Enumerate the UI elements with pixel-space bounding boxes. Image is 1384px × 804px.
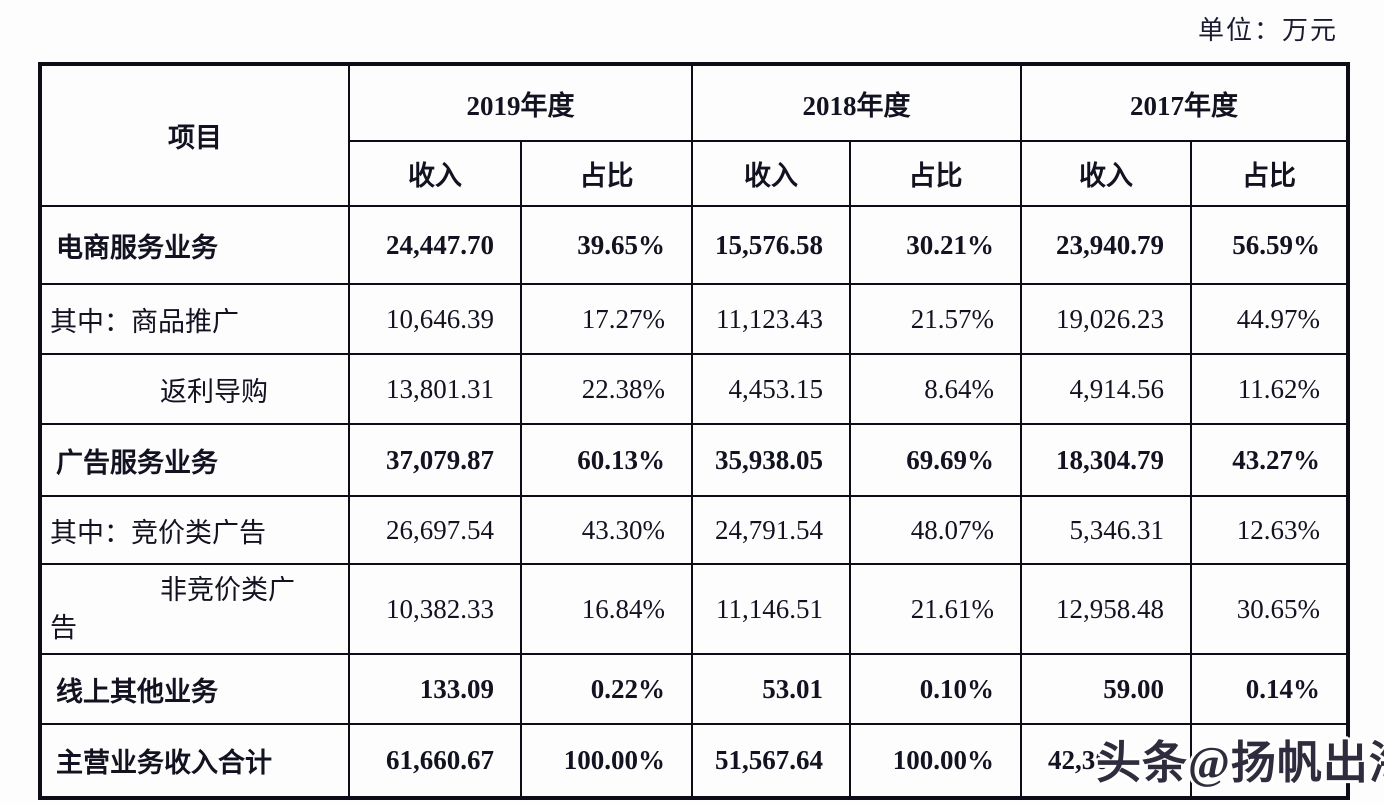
- cell-value: 61,660.67: [348, 723, 522, 799]
- row-label: 线上其他业务: [39, 653, 350, 725]
- cell-value: 30.21%: [849, 205, 1022, 285]
- cell-value: 56.59%: [1190, 205, 1349, 285]
- share-header-2017: 占比: [1190, 140, 1349, 207]
- cell-value: 24,791.54: [691, 495, 851, 565]
- year-2017-header: 2017年度: [1020, 63, 1349, 142]
- cell-value: 69.69%: [849, 423, 1022, 497]
- cell-value-obscured: [1190, 723, 1349, 799]
- cell-value: 0.22%: [520, 653, 693, 725]
- cell-value: 44.97%: [1190, 283, 1349, 355]
- row-label: 返利导购: [39, 353, 350, 425]
- cell-value: 43.27%: [1190, 423, 1349, 497]
- cell-value: 0.14%: [1190, 653, 1349, 725]
- cell-value: 22.38%: [520, 353, 693, 425]
- cell-value: 133.09: [348, 653, 522, 725]
- revenue-header-2017: 收入: [1020, 140, 1192, 207]
- watermark: 头条@扬帆出海: [1096, 738, 1384, 788]
- cell-value: 4,453.15: [691, 353, 851, 425]
- cell-value: 8.64%: [849, 353, 1022, 425]
- share-header-2019: 占比: [520, 140, 693, 207]
- cell-value: 10,382.33: [348, 563, 522, 655]
- revenue-header-2018: 收入: [691, 140, 851, 207]
- table-row: 其中：商品推广 10,646.39 17.27% 11,123.43 21.57…: [39, 283, 1349, 355]
- table-row: 返利导购 13,801.31 22.38% 4,453.15 8.64% 4,9…: [39, 353, 1349, 425]
- cell-value: 48.07%: [849, 495, 1022, 565]
- cell-value: 26,697.54: [348, 495, 522, 565]
- cell-value: 60.13%: [520, 423, 693, 497]
- cell-value: 24,447.70: [348, 205, 522, 285]
- cell-value: 51,567.64: [691, 723, 851, 799]
- cell-value: 0.10%: [849, 653, 1022, 725]
- cell-value: 5,346.31: [1020, 495, 1192, 565]
- cell-value: 19,026.23: [1020, 283, 1192, 355]
- row-label: 其中：竞价类广告: [39, 495, 350, 565]
- cell-value: 53.01: [691, 653, 851, 725]
- cell-value: 10,646.39: [348, 283, 522, 355]
- cell-value: 4,914.56: [1020, 353, 1192, 425]
- cell-value: 37,079.87: [348, 423, 522, 497]
- cell-value: 15,576.58: [691, 205, 851, 285]
- cell-value: 11.62%: [1190, 353, 1349, 425]
- cell-value: 12.63%: [1190, 495, 1349, 565]
- row-label: 其中：商品推广: [39, 283, 350, 355]
- table-row: 线上其他业务 133.09 0.22% 53.01 0.10% 59.00 0.…: [39, 653, 1349, 725]
- cell-value: 43.30%: [520, 495, 693, 565]
- cell-value: 16.84%: [520, 563, 693, 655]
- cell-value: 12,958.48: [1020, 563, 1192, 655]
- cell-value: 21.57%: [849, 283, 1022, 355]
- table-row: 其中：竞价类广告 26,697.54 43.30% 24,791.54 48.0…: [39, 495, 1349, 565]
- share-header-2018: 占比: [849, 140, 1022, 207]
- cell-value: 17.27%: [520, 283, 693, 355]
- cell-value: 100.00%: [849, 723, 1022, 799]
- revenue-header-2019: 收入: [348, 140, 522, 207]
- revenue-table: 项目 2019年度 2018年度 2017年度 收入 占比 收入 占比 收入 占…: [38, 62, 1350, 800]
- cell-value: 11,146.51: [691, 563, 851, 655]
- cell-value: 21.61%: [849, 563, 1022, 655]
- table-row: 非竞价类广告 10,382.33 16.84% 11,146.51 21.61%…: [39, 563, 1349, 655]
- cell-value: 11,123.43: [691, 283, 851, 355]
- row-label: 电商服务业务: [39, 205, 350, 285]
- table-row: 主营业务收入合计 61,660.67 100.00% 51,567.64 100…: [39, 723, 1349, 799]
- cell-value: 13,801.31: [348, 353, 522, 425]
- cell-value: 100.00%: [520, 723, 693, 799]
- row-label: 广告服务业务: [39, 423, 350, 497]
- cell-value: 30.65%: [1190, 563, 1349, 655]
- year-2019-header: 2019年度: [348, 63, 693, 142]
- unit-label: 单位：万元: [1197, 16, 1338, 45]
- cell-value: 18,304.79: [1020, 423, 1192, 497]
- cell-value: 39.65%: [520, 205, 693, 285]
- cell-value: 23,940.79: [1020, 205, 1192, 285]
- item-header: 项目: [39, 63, 350, 207]
- table-row: 广告服务业务 37,079.87 60.13% 35,938.05 69.69%…: [39, 423, 1349, 497]
- year-2018-header: 2018年度: [691, 63, 1022, 142]
- table-row: 电商服务业务 24,447.70 39.65% 15,576.58 30.21%…: [39, 205, 1349, 285]
- cell-value: 35,938.05: [691, 423, 851, 497]
- cell-value: 59.00: [1020, 653, 1192, 725]
- row-label: 非竞价类广告: [39, 563, 350, 655]
- cell-value-truncated: 42,30: [1020, 723, 1192, 799]
- row-label: 主营业务收入合计: [39, 723, 350, 799]
